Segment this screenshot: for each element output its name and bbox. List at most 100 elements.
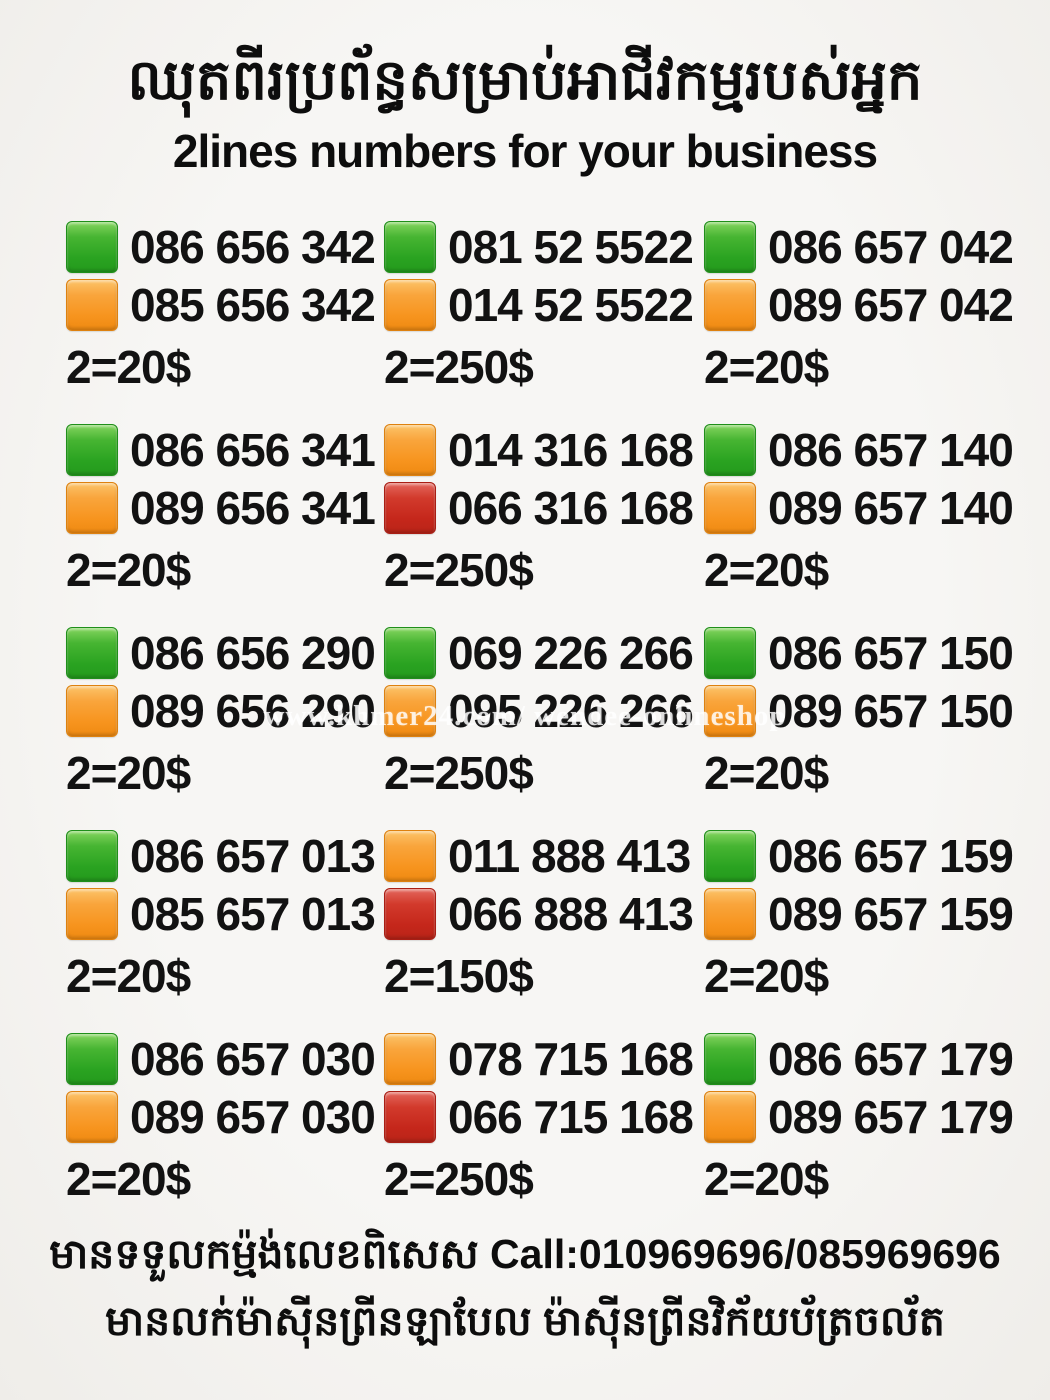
phone-number: 089 657 042	[768, 278, 1014, 331]
price-label: 2=20$	[704, 1153, 829, 1205]
number-cell: 014 316 168 066 316 168 2=250$	[384, 421, 704, 624]
phone-number: 085 657 013	[130, 887, 376, 940]
color-square-icon	[66, 829, 118, 882]
price-label: 2=150$	[384, 950, 534, 1002]
number-line: 086 657 140	[704, 421, 1022, 478]
color-square-icon	[66, 887, 118, 940]
color-square-icon	[704, 481, 756, 534]
number-grid: 086 656 342 085 656 342 2=20$ 081 52 5522 01…	[0, 218, 1050, 1233]
price-label: 2=20$	[704, 950, 829, 1002]
price-label: 2=250$	[384, 747, 534, 799]
number-line: 086 656 290	[66, 624, 384, 681]
number-cell: 069 226 266 095 226 266 2=250$	[384, 624, 704, 827]
color-square-icon	[384, 423, 436, 476]
color-square-icon	[66, 220, 118, 273]
phone-number: 086 656 342	[130, 220, 376, 273]
color-square-icon	[384, 626, 436, 679]
price-label: 2=20$	[704, 341, 829, 393]
number-cell: 086 656 342 085 656 342 2=20$	[66, 218, 384, 421]
number-line: 086 656 341	[66, 421, 384, 478]
color-square-icon	[384, 481, 436, 534]
number-line: 014 316 168	[384, 421, 704, 478]
price-label: 2=20$	[66, 1153, 191, 1205]
number-line: 086 656 342	[66, 218, 384, 275]
number-line: 089 657 150	[704, 682, 1022, 739]
header: ឈុតពីរប្រព័ន្ធសម្រាប់អាជីវកម្មរបស់អ្នក 2…	[0, 0, 1050, 178]
number-line: 095 226 266	[384, 682, 704, 739]
price-label: 2=20$	[704, 747, 829, 799]
color-square-icon	[704, 626, 756, 679]
price-label: 2=20$	[66, 544, 191, 596]
color-square-icon	[704, 684, 756, 737]
phone-number: 066 888 413	[448, 887, 694, 940]
color-square-icon	[66, 481, 118, 534]
phone-number: 086 657 030	[130, 1032, 376, 1085]
number-cell: 086 657 013 085 657 013 2=20$	[66, 827, 384, 1030]
number-cell: 081 52 5522 014 52 5522 2=250$	[384, 218, 704, 421]
number-line: 086 657 042	[704, 218, 1022, 275]
phone-number: 089 657 150	[768, 684, 1014, 737]
number-line: 086 657 030	[66, 1030, 384, 1087]
number-line: 086 657 013	[66, 827, 384, 884]
phone-number: 011 888 413	[448, 829, 691, 882]
phone-number: 086 656 290	[130, 626, 376, 679]
footer: មានទទួលកម្ម៉ង់លេខពិសេស Call:010969696/08…	[0, 1222, 1050, 1353]
color-square-icon	[704, 887, 756, 940]
page-subtitle-english: 2lines numbers for your business	[172, 125, 878, 177]
number-line: 081 52 5522	[384, 218, 704, 275]
color-square-icon	[384, 684, 436, 737]
number-line: 078 715 168	[384, 1030, 704, 1087]
number-line: 085 656 342	[66, 276, 384, 333]
color-square-icon	[704, 423, 756, 476]
number-line: 086 657 150	[704, 624, 1022, 681]
footer-contact-line: មានទទួលកម្ម៉ង់លេខពិសេស Call:010969696/08…	[49, 1231, 1001, 1277]
price-label: 2=250$	[384, 1153, 534, 1205]
price-label: 2=250$	[384, 544, 534, 596]
number-line: 089 657 140	[704, 479, 1022, 536]
color-square-icon	[66, 1032, 118, 1085]
color-square-icon	[66, 1090, 118, 1143]
color-square-icon	[384, 1090, 436, 1143]
phone-number: 089 657 179	[768, 1090, 1014, 1143]
color-square-icon	[704, 829, 756, 882]
price-label: 2=20$	[66, 747, 191, 799]
number-line: 089 656 341	[66, 479, 384, 536]
phone-number: 089 656 290	[130, 684, 376, 737]
phone-number: 066 715 168	[448, 1090, 694, 1143]
color-square-icon	[66, 278, 118, 331]
number-line: 089 657 179	[704, 1088, 1022, 1145]
phone-number: 085 656 342	[130, 278, 376, 331]
color-square-icon	[66, 626, 118, 679]
number-line: 085 657 013	[66, 885, 384, 942]
price-label: 2=20$	[66, 950, 191, 1002]
number-cell: 086 657 179 089 657 179 2=20$	[704, 1030, 1022, 1233]
number-line: 011 888 413	[384, 827, 704, 884]
phone-number: 095 226 266	[448, 684, 694, 737]
number-line: 086 657 179	[704, 1030, 1022, 1087]
number-cell: 086 656 290 089 656 290 2=20$	[66, 624, 384, 827]
price-label: 2=20$	[704, 544, 829, 596]
phone-number: 069 226 266	[448, 626, 694, 679]
number-cell: 086 657 030 089 657 030 2=20$	[66, 1030, 384, 1233]
number-cell: 086 657 140 089 657 140 2=20$	[704, 421, 1022, 624]
color-square-icon	[384, 887, 436, 940]
color-square-icon	[384, 829, 436, 882]
phone-number: 014 316 168	[448, 423, 694, 476]
phone-number: 086 657 179	[768, 1032, 1014, 1085]
color-square-icon	[704, 278, 756, 331]
price-label: 2=20$	[66, 341, 191, 393]
color-square-icon	[384, 1032, 436, 1085]
phone-number: 089 657 030	[130, 1090, 376, 1143]
number-cell: 011 888 413 066 888 413 2=150$	[384, 827, 704, 1030]
number-line: 014 52 5522	[384, 276, 704, 333]
phone-number: 014 52 5522	[448, 278, 694, 331]
footer-products-line: មានលក់ម៉ាស៊ីនព្រីនឡាបែល ម៉ាស៊ីនព្រីនវិក័…	[105, 1297, 945, 1344]
number-line: 089 657 030	[66, 1088, 384, 1145]
phone-number: 081 52 5522	[448, 220, 694, 273]
number-line: 089 656 290	[66, 682, 384, 739]
number-cell: 078 715 168 066 715 168 2=250$	[384, 1030, 704, 1233]
phone-number: 089 657 159	[768, 887, 1014, 940]
phone-number: 086 656 341	[130, 423, 376, 476]
phone-number: 089 656 341	[130, 481, 376, 534]
number-cell: 086 657 159 089 657 159 2=20$	[704, 827, 1022, 1030]
